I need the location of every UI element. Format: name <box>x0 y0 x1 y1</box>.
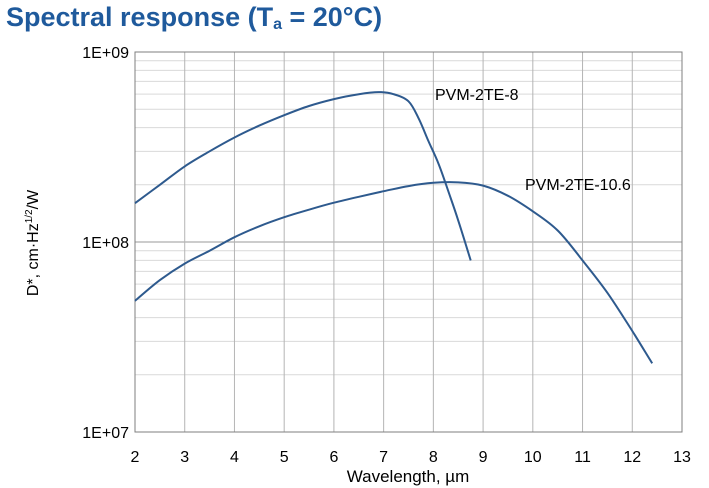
series-label-2: PVM-2TE-10.6 <box>525 177 631 194</box>
x-axis-label: Wavelength, µm <box>347 467 470 486</box>
x-tick-label: 13 <box>673 449 691 466</box>
x-tick-label: 11 <box>574 449 591 466</box>
series-line-2 <box>134 181 654 364</box>
plot-frame <box>134 51 683 433</box>
x-tick-labels: 2 3 4 5 6 7 8 9 10 11 12 13 <box>131 449 691 466</box>
x-tick-label: 6 <box>329 449 338 466</box>
x-tick-label: 12 <box>623 449 641 466</box>
x-tick-label: 3 <box>180 449 189 466</box>
x-tick-label: 4 <box>230 449 239 466</box>
series-line-1 <box>134 91 472 261</box>
x-tick-label: 7 <box>379 449 388 466</box>
y-tick-label: 1E+09 <box>82 45 129 62</box>
minor-gridlines <box>135 60 682 376</box>
series-lines <box>134 91 654 364</box>
chart-title: Spectral response (Ta = 20°C) <box>6 2 383 33</box>
x-tick-label: 5 <box>280 449 289 466</box>
series-labels: PVM-2TE-8 PVM-2TE-10.6 <box>435 87 631 194</box>
y-axis-label: D*, cm·Hz1/2/W <box>24 189 42 296</box>
x-tick-label: 9 <box>479 449 488 466</box>
series-label-1: PVM-2TE-8 <box>435 87 519 104</box>
x-tick-label: 8 <box>429 449 438 466</box>
x-tick-label: 2 <box>131 449 140 466</box>
x-tick-label: 10 <box>524 449 542 466</box>
y-tick-label: 1E+08 <box>82 235 129 252</box>
y-tick-label: 1E+07 <box>82 425 129 442</box>
y-tick-labels: 1E+07 1E+08 1E+09 <box>82 45 129 442</box>
